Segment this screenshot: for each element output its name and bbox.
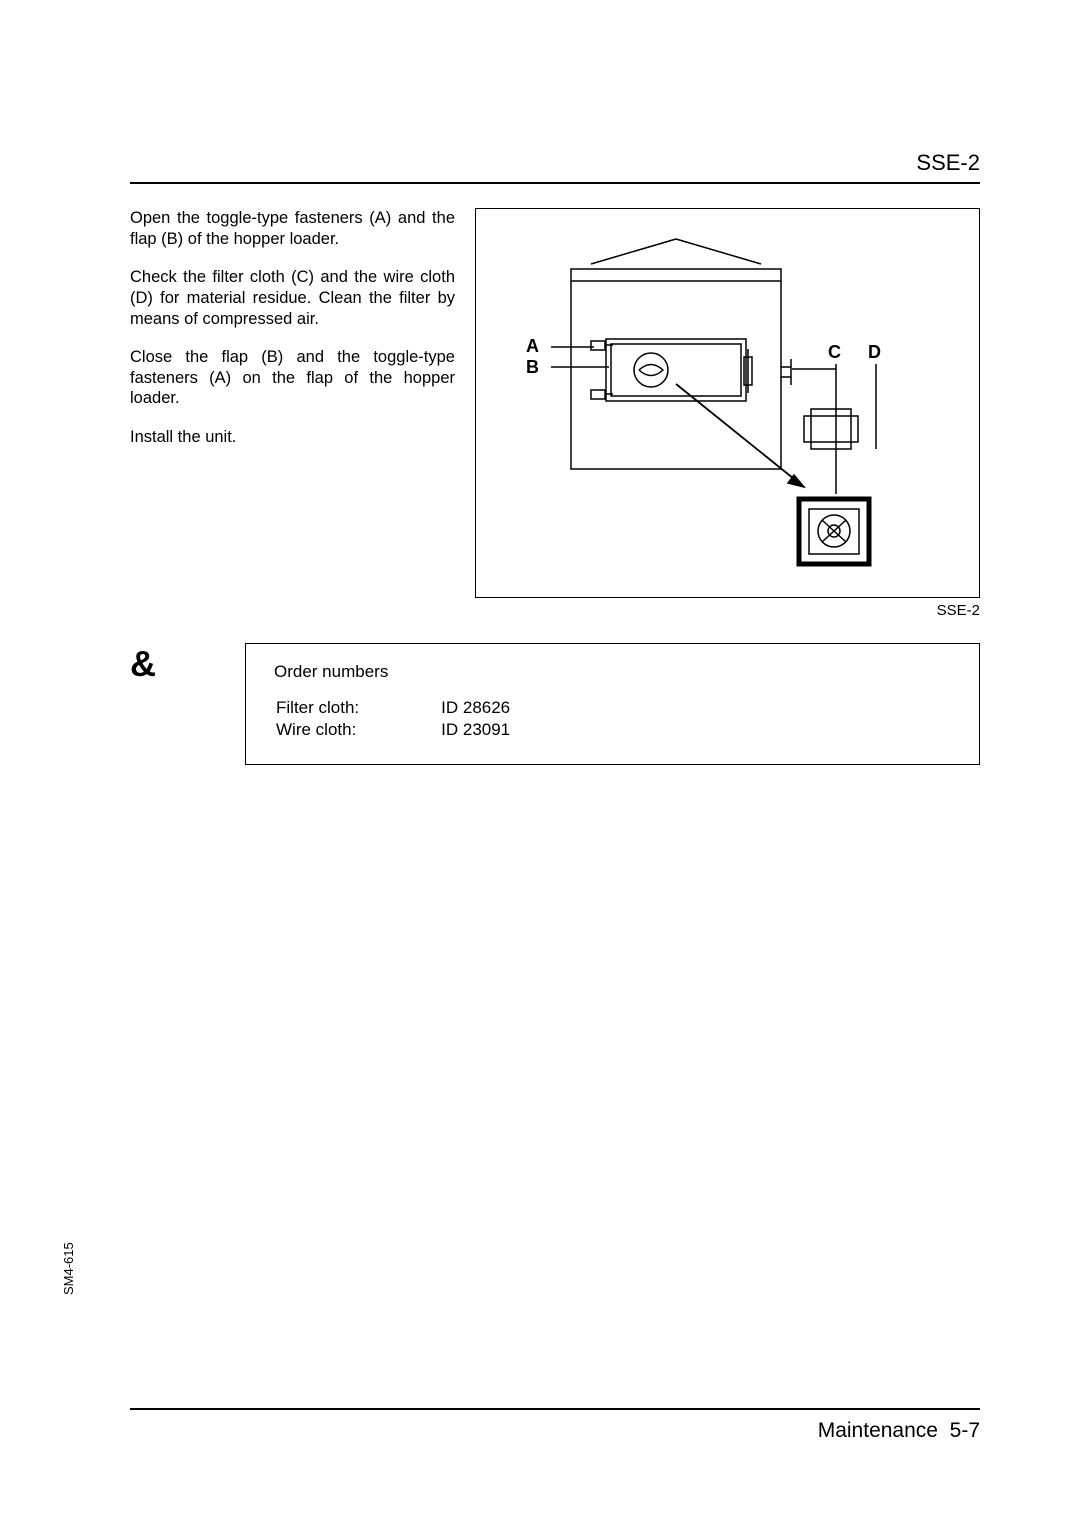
figure-label-b: B — [526, 357, 539, 378]
info-icon: & — [130, 643, 225, 765]
order-item-value: ID 23091 — [441, 720, 590, 740]
order-item-value: ID 28626 — [441, 698, 590, 718]
footer-rule — [130, 1408, 980, 1410]
figure-label-c: C — [828, 342, 841, 363]
paragraph-1: Open the toggle-type fasteners (A) and t… — [130, 208, 455, 249]
figure-label-d: D — [868, 342, 881, 363]
footer-section: Maintenance — [818, 1419, 938, 1442]
table-row: Filter cloth: ID 28626 — [276, 698, 590, 718]
figure-caption: SSE-2 — [475, 602, 980, 619]
order-item-label: Filter cloth: — [276, 698, 439, 718]
paragraph-3: Close the flap (B) and the toggle-type f… — [130, 347, 455, 409]
table-row: Wire cloth: ID 23091 — [276, 720, 590, 740]
instruction-text: Open the toggle-type fasteners (A) and t… — [130, 208, 455, 619]
document-id: SM4-615 — [61, 1242, 76, 1295]
order-numbers-box: Order numbers Filter cloth: ID 28626 Wir… — [245, 643, 980, 765]
header-rule — [130, 182, 980, 184]
figure-label-a: A — [526, 336, 539, 357]
paragraph-2: Check the filter cloth (C) and the wire … — [130, 267, 455, 329]
paragraph-4: Install the unit. — [130, 427, 455, 448]
header-label: SSE-2 — [130, 150, 980, 182]
order-item-label: Wire cloth: — [276, 720, 439, 740]
footer-text: Maintenance 5-7 — [818, 1419, 980, 1443]
technical-diagram: A B C D — [475, 208, 980, 598]
order-numbers-title: Order numbers — [274, 662, 951, 682]
footer-page: 5-7 — [950, 1419, 980, 1442]
